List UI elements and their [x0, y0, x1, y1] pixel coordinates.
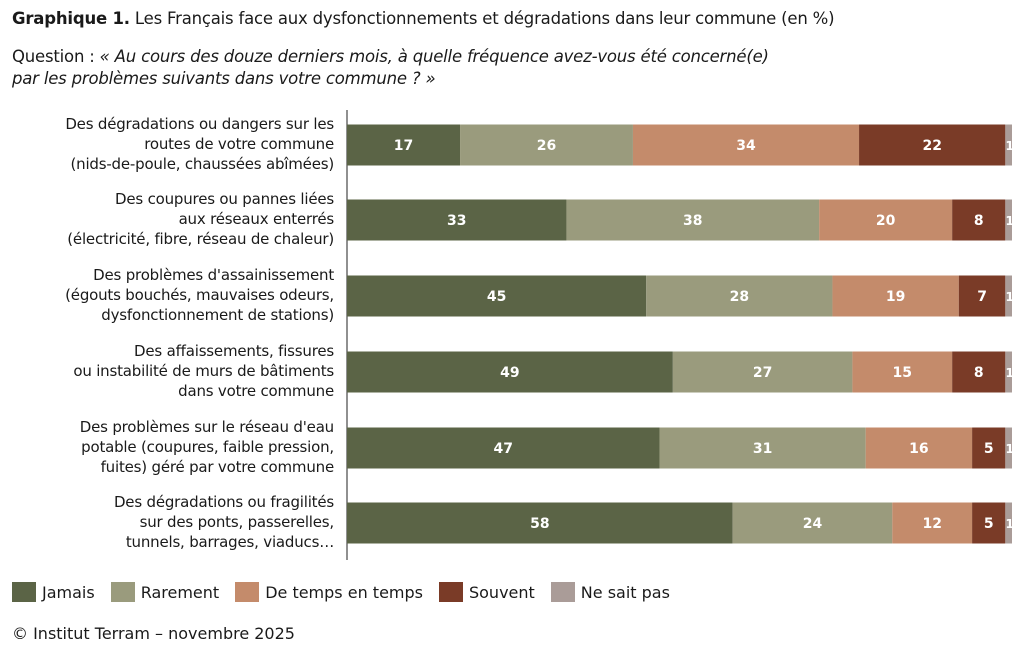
legend-swatch	[550, 582, 575, 602]
data-label: 26	[537, 138, 556, 154]
bar-segment	[892, 502, 973, 544]
legend-swatch	[235, 582, 260, 602]
data-label: 24	[803, 516, 823, 532]
data-label: 5	[984, 441, 994, 457]
source-note: © Institut Terram – novembre 2025	[12, 624, 295, 643]
bar-segment	[347, 124, 461, 166]
data-label: 16	[909, 441, 928, 457]
legend-item: De temps en temps	[235, 582, 423, 602]
bar-segment	[1005, 199, 1012, 241]
bar-segment	[958, 275, 1006, 317]
bar-segment	[852, 351, 953, 393]
data-label: 34	[736, 138, 756, 154]
question-text: « Au cours des douze derniers mois, à qu…	[12, 47, 769, 88]
data-label: 38	[683, 213, 702, 229]
bar-segment	[566, 199, 820, 241]
bar-segment	[347, 427, 660, 469]
category-label: Des problèmes sur le réseau d'eau potabl…	[79, 418, 334, 476]
legend: Jamais Rarement De temps en temps Souvent Ne…	[12, 582, 670, 602]
category-label: Des dégradations ou fragilités sur des p…	[113, 493, 334, 551]
data-label: 20	[876, 213, 896, 229]
legend-item: Souvent	[438, 582, 535, 602]
data-label: 49	[500, 365, 519, 381]
bar-segment	[347, 275, 647, 317]
bar-segment	[1005, 427, 1012, 469]
bar-segment	[819, 199, 953, 241]
bar-segment	[460, 124, 633, 166]
data-label: 1	[1005, 214, 1013, 228]
legend-swatch	[438, 582, 463, 602]
data-label: 31	[753, 441, 772, 457]
title-prefix: Graphique 1.	[12, 9, 130, 28]
legend-item: Rarement	[110, 582, 220, 602]
bar-segment	[347, 502, 733, 544]
data-label: 1	[1005, 366, 1013, 380]
bar-segment	[952, 351, 1006, 393]
data-label: 15	[893, 365, 912, 381]
bar-segment	[659, 427, 866, 469]
bar-segment	[347, 351, 673, 393]
category-label: Des coupures ou pannes liées aux réseaux…	[67, 190, 334, 248]
title-text: Les Français face aux dysfonctionnements…	[134, 9, 835, 28]
legend-label: Ne sait pas	[580, 582, 670, 602]
data-label: 22	[922, 138, 941, 154]
bar-segment	[732, 502, 893, 544]
category-label: Des affaissements, fissures ou instabili…	[73, 342, 334, 400]
data-label: 1	[1005, 517, 1013, 531]
legend-swatch	[12, 582, 36, 602]
bar-segment	[1005, 124, 1012, 166]
data-label: 19	[886, 289, 905, 305]
bar-segment	[1005, 502, 1012, 544]
data-label: 28	[730, 289, 749, 305]
legend-item: Ne sait pas	[550, 582, 670, 602]
chart-title: Graphique 1. Les Français face aux dysfo…	[12, 9, 835, 28]
data-label: 5	[984, 516, 994, 532]
data-label: 27	[753, 365, 772, 381]
bar-segment	[1005, 275, 1012, 317]
data-label: 8	[974, 365, 984, 381]
data-label: 45	[487, 289, 506, 305]
category-label: Des problèmes d'assainissement (égouts b…	[65, 266, 334, 324]
bar-segment	[972, 502, 1006, 544]
bar-segment	[865, 427, 973, 469]
bar-segment	[972, 427, 1006, 469]
data-label: 12	[922, 516, 941, 532]
legend-swatch	[110, 582, 135, 602]
data-label: 17	[394, 138, 413, 154]
bar-segment	[952, 199, 1006, 241]
bar-segment	[832, 275, 959, 317]
chart-question: Question : « Au cours des douze derniers…	[12, 46, 769, 90]
legend-label: De temps en temps	[265, 582, 423, 602]
data-label: 1	[1005, 442, 1013, 456]
legend-label: Souvent	[468, 582, 535, 602]
question-label: Question :	[12, 47, 95, 66]
data-label: 7	[977, 289, 987, 305]
category-label: Des dégradations ou dangers sur les rout…	[65, 115, 334, 173]
legend-label: Jamais	[42, 582, 95, 602]
data-label: 33	[447, 213, 466, 229]
bar-segment	[672, 351, 853, 393]
data-label: 58	[530, 516, 549, 532]
data-label: 8	[974, 213, 984, 229]
bar-segment	[859, 124, 1006, 166]
bar-segment	[646, 275, 833, 317]
legend-label: Rarement	[140, 582, 220, 602]
bar-segment	[1005, 351, 1012, 393]
legend-item: Jamais	[12, 582, 95, 602]
data-label: 1	[1005, 139, 1013, 153]
data-label: 1	[1005, 290, 1013, 304]
bar-segment	[347, 199, 567, 241]
bar-segment	[632, 124, 860, 166]
data-label: 47	[494, 441, 513, 457]
